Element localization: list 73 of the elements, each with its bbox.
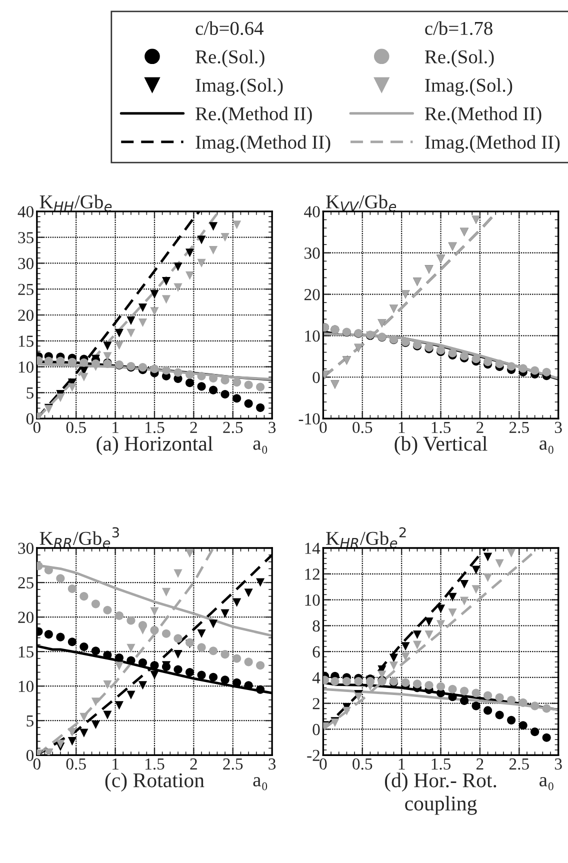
y-tick-label: 10: [18, 361, 34, 373]
y-tick-label: 20: [18, 310, 34, 321]
text: (a) Horizontal: [96, 436, 213, 456]
x-tick-label: 0.5: [66, 758, 86, 770]
text: (b) Vertical: [394, 436, 488, 456]
x-axis-title: a₀: [253, 440, 268, 454]
x-tick-label: 0.5: [66, 422, 86, 434]
x-tick-label: 3: [554, 758, 562, 770]
y-tick-label: 20: [304, 288, 320, 300]
x-tick-label: 1: [112, 422, 118, 433]
x-tick-label: 2: [476, 422, 484, 433]
x-tick-label: 3: [554, 422, 562, 434]
y-tick-label: 0: [26, 750, 34, 762]
x-tick-label: 1.5: [146, 422, 164, 434]
x-tick-label: 1: [398, 422, 405, 433]
x-tick-label: 2.5: [509, 422, 529, 434]
x-tick-label: 3: [268, 422, 276, 434]
x-tick-label: 2.5: [223, 422, 243, 434]
x-tick-label: 2: [190, 758, 197, 770]
y-tick-label: 25: [18, 284, 34, 296]
legend-label: Re.(Method II): [424, 106, 542, 124]
y-tick-label: -2: [307, 750, 320, 761]
x-axis-title: a₀: [253, 777, 268, 790]
legend-label: Imag.(Method II): [196, 135, 330, 153]
x-axis-title: a₀: [540, 440, 554, 454]
x-tick-label: 1: [398, 758, 405, 770]
x-tick-label: 0.5: [352, 758, 372, 770]
y-tick-label: 0: [312, 724, 320, 736]
x-tick-label: 2.5: [223, 758, 243, 770]
y-tick-label: 25: [18, 577, 34, 588]
y-tick-label: 10: [305, 330, 320, 342]
y-tick-label: 15: [18, 646, 34, 658]
text: c/b=0.64: [196, 21, 264, 36]
y-tick-label: 4: [312, 672, 320, 684]
y-tick-label: 35: [18, 232, 34, 244]
y-tick-label: 20: [18, 612, 34, 623]
y-tick-label: 15: [18, 336, 34, 347]
x-tick-label: 2.5: [509, 758, 529, 770]
legend-label: Re.(Method II): [196, 106, 312, 124]
legend-label: Imag.(Method II): [425, 135, 560, 153]
y-tick-label: 0: [26, 413, 34, 424]
legend-label: Re.(Sol.): [424, 50, 494, 68]
x-tick-label: 3: [268, 758, 276, 770]
x-tick-label: 2: [190, 422, 197, 433]
y-tick-label: 8: [312, 620, 320, 632]
y-tick-label: 12: [305, 568, 320, 580]
text: c/b=1.78: [425, 21, 492, 36]
y-tick-label: 30: [18, 258, 34, 270]
x-tick-label: 2: [476, 758, 484, 770]
legend-label: Imag.(Sol.): [196, 78, 283, 96]
y-tick-label: 0: [312, 372, 320, 384]
x-tick-label: 0.5: [352, 422, 372, 434]
y-tick-label: 5: [26, 388, 34, 399]
y-tick-label: 2: [312, 698, 320, 710]
text: (d) Hor.- Rot. coupling: [384, 772, 496, 815]
x-tick-label: 1: [112, 758, 118, 770]
y-tick-label: 40: [18, 206, 34, 218]
x-tick-label: 1.5: [432, 758, 451, 770]
legend-label: Imag.(Sol.): [425, 78, 512, 96]
text: (c) Rotation: [105, 772, 204, 792]
y-tick-label: 14: [305, 542, 320, 554]
legend-label: Re.(Sol.): [196, 50, 264, 68]
y-tick-label: 30: [18, 542, 34, 554]
y-tick-label: 30: [304, 248, 320, 259]
y-tick-label: -10: [298, 413, 320, 424]
x-tick-label: 1.5: [432, 422, 451, 434]
y-tick-label: 5: [26, 715, 34, 727]
y-tick-label: 40: [304, 206, 320, 218]
y-tick-label: 10: [305, 594, 320, 606]
y-tick-label: 6: [312, 646, 320, 658]
x-axis-title: a₀: [540, 777, 554, 790]
y-tick-label: 10: [18, 680, 34, 692]
x-tick-label: 1.5: [146, 758, 164, 770]
